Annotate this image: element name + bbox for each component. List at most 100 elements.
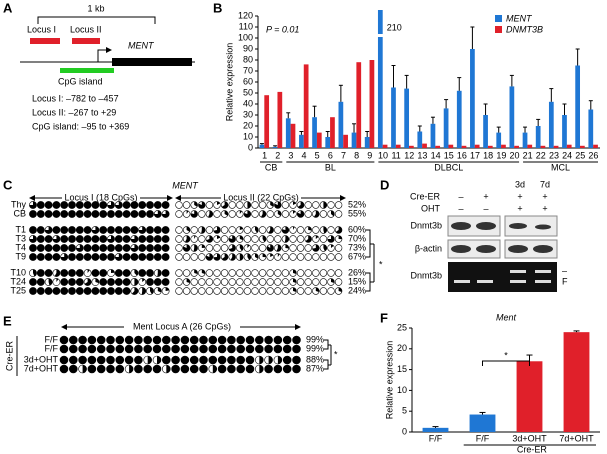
cpg-site <box>281 278 290 286</box>
x-tick-label: 7d+OHT <box>559 433 594 443</box>
x-tick-label: 7 <box>341 150 346 160</box>
cpg-site <box>59 355 69 365</box>
cpg-site <box>106 335 115 345</box>
treatment-sign: + <box>517 191 522 201</box>
cpg-fill <box>29 235 37 243</box>
cpg-site <box>319 253 328 261</box>
cpg-site <box>162 335 171 345</box>
bar <box>303 64 309 148</box>
bar <box>514 145 519 148</box>
cpg-site <box>281 269 290 277</box>
cpg-site <box>134 344 143 354</box>
cpg-fill <box>138 226 146 234</box>
cpg-site <box>96 364 106 374</box>
scale-bracket <box>37 16 156 24</box>
cpg-site <box>60 287 69 295</box>
cpg-fill <box>230 253 236 261</box>
cpg-site <box>87 364 97 374</box>
cpg-site <box>274 226 282 234</box>
blot-label: β-actin <box>415 243 442 253</box>
bar <box>443 108 449 148</box>
cpg-site <box>146 226 154 234</box>
cpg-fill <box>193 244 198 252</box>
cpg-site <box>264 364 273 374</box>
y-tick-label: 50 <box>243 87 253 97</box>
cpg-site <box>68 287 76 295</box>
cpg-site <box>220 287 229 295</box>
blot <box>504 239 558 259</box>
cpg-fill <box>323 244 327 252</box>
cpg-site <box>319 269 328 277</box>
cpg-site <box>114 244 123 252</box>
cpg-site <box>190 287 198 295</box>
cpg-fill <box>229 244 236 252</box>
cpg-site <box>205 269 214 277</box>
y-tick-label: 20 <box>243 120 253 130</box>
cpg-site <box>83 210 92 218</box>
cpg-fill <box>270 201 274 207</box>
cpg-site <box>245 344 255 354</box>
cpg-site <box>99 235 108 243</box>
cpg-site <box>52 210 61 218</box>
cpg-fill <box>293 287 297 293</box>
cpg-site <box>91 269 100 277</box>
x-tick-label: 8 <box>354 150 359 160</box>
cpg-site <box>228 201 236 209</box>
cpg-site <box>236 287 244 295</box>
cpg-fill <box>277 210 282 217</box>
cpg-site <box>334 244 343 252</box>
y-tick-label: 40 <box>243 98 253 108</box>
cpg-fill <box>165 287 170 291</box>
percent-label: 60% <box>348 224 366 234</box>
panel-letter: F <box>380 310 388 325</box>
cpg-site <box>122 201 131 209</box>
cpg-site <box>99 210 108 218</box>
cpg-fill <box>150 287 154 295</box>
cpg-site <box>36 253 45 261</box>
cpg-site <box>236 201 244 209</box>
cpg-fill <box>48 278 53 286</box>
cpg-fill <box>217 201 221 205</box>
cpg-site <box>44 287 53 295</box>
row-label: T10 <box>10 267 26 277</box>
bar <box>562 115 567 148</box>
time-label: 7d <box>540 179 550 189</box>
cpg-site <box>327 201 335 209</box>
cpg-fill <box>205 253 213 261</box>
cpg-site <box>282 344 292 354</box>
group-label: DLBCL <box>434 162 463 172</box>
x-tick-label: 6 <box>328 150 333 160</box>
cpg-site <box>304 210 312 218</box>
cpg-fill <box>87 269 90 273</box>
cpg-fill <box>208 210 213 218</box>
cpg-fill <box>130 235 138 243</box>
bar <box>548 101 554 148</box>
cpg-site <box>162 344 171 354</box>
x-tick-label: 1 <box>262 150 267 160</box>
cpg-site <box>107 278 115 286</box>
cpg-site <box>83 201 92 209</box>
cpg-site <box>83 287 92 295</box>
cpg-site <box>134 355 143 365</box>
row-label: T4 <box>15 242 26 252</box>
cpg-fill <box>52 235 61 243</box>
cpg-fill <box>217 235 221 239</box>
cpg-site <box>161 235 170 243</box>
y-tick-label: 110 <box>239 21 253 31</box>
cpg-site <box>228 269 236 277</box>
cpg-site <box>52 253 61 261</box>
cpg-site <box>334 269 343 277</box>
cpg-site <box>134 335 143 345</box>
label-bg <box>221 192 301 204</box>
row-label: OHT <box>421 203 441 213</box>
bar <box>516 361 543 432</box>
cpg-site <box>304 278 312 286</box>
percent-label: 70% <box>348 233 366 243</box>
cpg-site <box>220 226 229 234</box>
cpg-site <box>258 201 267 209</box>
x-tick-label: 15 <box>444 150 454 160</box>
cpg-fill <box>29 201 37 209</box>
cpg-site <box>208 335 218 345</box>
bar <box>338 101 344 148</box>
bar <box>395 144 401 148</box>
